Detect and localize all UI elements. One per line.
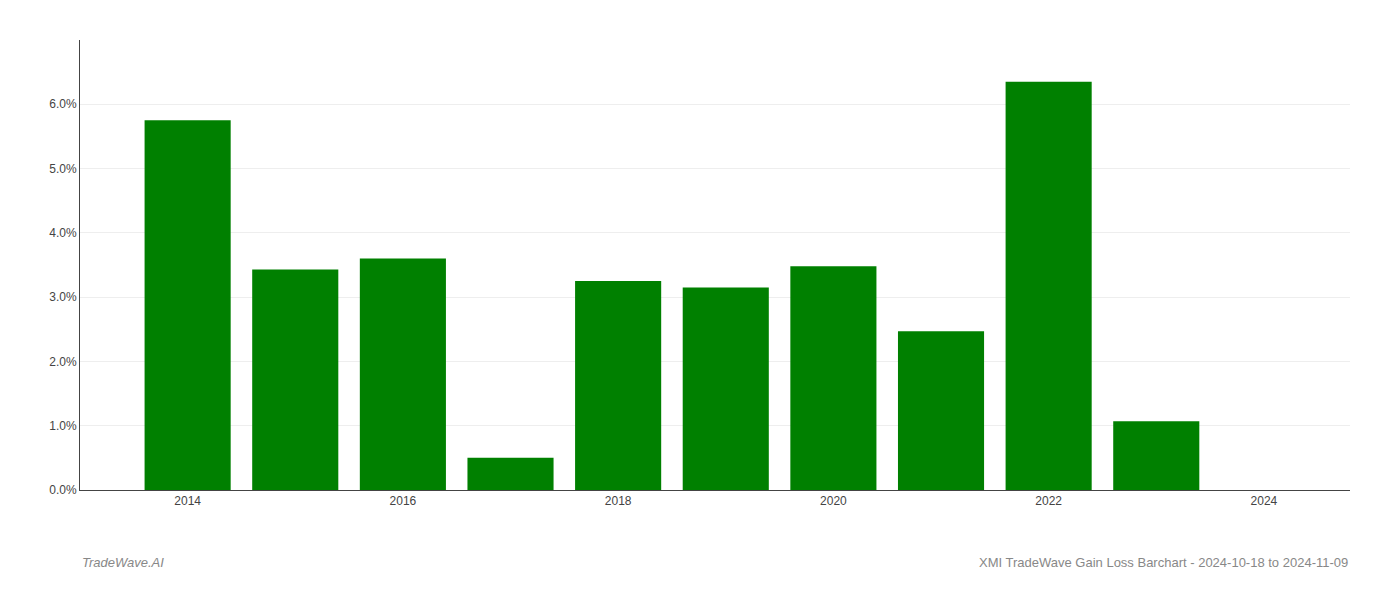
svg-text:5.0%: 5.0% <box>49 162 77 176</box>
svg-text:2022: 2022 <box>1035 494 1062 508</box>
svg-text:3.0%: 3.0% <box>49 290 77 304</box>
svg-text:2.0%: 2.0% <box>49 355 77 369</box>
svg-text:2016: 2016 <box>390 494 417 508</box>
svg-text:TradeWave.AI: TradeWave.AI <box>82 555 164 570</box>
svg-text:1.0%: 1.0% <box>49 419 77 433</box>
svg-text:2024: 2024 <box>1251 494 1278 508</box>
svg-text:6.0%: 6.0% <box>49 97 77 111</box>
svg-text:2018: 2018 <box>605 494 632 508</box>
svg-text:XMI TradeWave Gain Loss Barcha: XMI TradeWave Gain Loss Barchart - 2024-… <box>979 555 1348 570</box>
svg-text:0.0%: 0.0% <box>49 483 77 497</box>
svg-text:2014: 2014 <box>174 494 201 508</box>
svg-text:2020: 2020 <box>820 494 847 508</box>
svg-text:4.0%: 4.0% <box>49 226 77 240</box>
